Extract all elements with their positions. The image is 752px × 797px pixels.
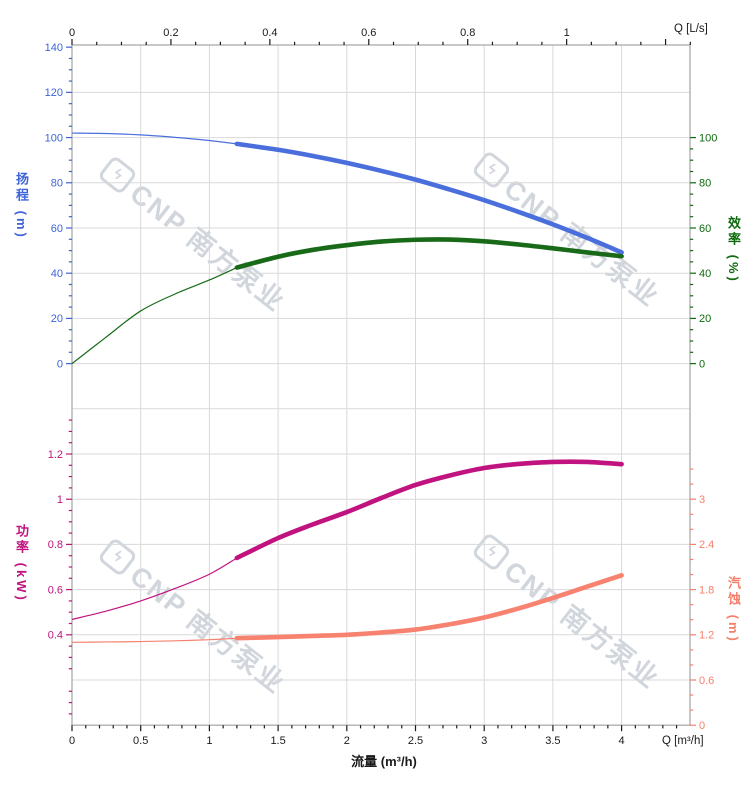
svg-text:0: 0 <box>69 27 75 39</box>
svg-text:1: 1 <box>206 735 212 747</box>
npsh-axis-title: 汽蚀 (m) <box>726 576 741 644</box>
svg-text:100: 100 <box>699 132 717 144</box>
eff-curve <box>71 237 624 365</box>
power-axis-title: 功率 (kW) <box>14 524 29 603</box>
head-axis-ticks: 0 20 40 60 80 100 120 140 <box>45 42 72 370</box>
svg-text:140: 140 <box>45 42 63 54</box>
svg-text:20: 20 <box>699 313 711 325</box>
svg-text:40: 40 <box>699 268 711 280</box>
top-axis-ticks: 0 0.2 0.4 0.6 0.8 1 <box>69 27 691 45</box>
npsh-axis-ticks: 0 0.6 1.2 1.8 2.4 3 <box>690 468 714 732</box>
svg-text:40: 40 <box>51 268 63 280</box>
svg-text:1.5: 1.5 <box>270 735 285 747</box>
efficiency-axis-title: 效率 (%) <box>726 216 741 284</box>
svg-text:0: 0 <box>57 358 63 370</box>
bottom-axis-unit-label: Q [m³/h] <box>662 735 704 747</box>
svg-text:0: 0 <box>699 720 705 732</box>
power-curve <box>71 459 624 621</box>
svg-text:1: 1 <box>564 27 570 39</box>
svg-text:0.6: 0.6 <box>699 675 714 687</box>
svg-text:3: 3 <box>481 735 487 747</box>
bottom-axis-ticks: 0 0.5 1 1.5 2 2.5 3 3.5 4 <box>69 725 678 747</box>
svg-text:1: 1 <box>57 494 63 506</box>
top-axis-unit-label: Q [L/s] <box>674 23 708 35</box>
svg-text:1.2: 1.2 <box>48 449 63 461</box>
svg-text:4: 4 <box>619 735 625 747</box>
svg-text:2: 2 <box>344 735 350 747</box>
svg-text:1.2: 1.2 <box>699 630 714 642</box>
svg-text:3: 3 <box>699 494 705 506</box>
svg-text:2.4: 2.4 <box>699 539 714 551</box>
svg-text:2.5: 2.5 <box>408 735 423 747</box>
svg-text:100: 100 <box>45 132 63 144</box>
plot-frame <box>71 44 691 726</box>
svg-text:120: 120 <box>45 87 63 99</box>
svg-text:0.4: 0.4 <box>48 630 63 642</box>
svg-text:0.8: 0.8 <box>460 27 475 39</box>
svg-text:1.8: 1.8 <box>699 584 714 596</box>
svg-text:0.2: 0.2 <box>163 27 178 39</box>
svg-text:0.4: 0.4 <box>262 27 277 39</box>
svg-text:20: 20 <box>51 313 63 325</box>
svg-text:80: 80 <box>699 178 711 190</box>
svg-text:80: 80 <box>51 178 63 190</box>
gridlines <box>72 45 690 726</box>
head-curve <box>71 132 624 255</box>
svg-text:60: 60 <box>51 223 63 235</box>
svg-text:0.8: 0.8 <box>48 539 63 551</box>
svg-text:0: 0 <box>699 358 705 370</box>
npsh-curve <box>71 572 624 643</box>
svg-text:0: 0 <box>69 735 75 747</box>
svg-text:0.5: 0.5 <box>133 735 148 747</box>
power-axis-ticks: 0.4 0.6 0.8 1 1.2 <box>48 419 72 715</box>
svg-text:60: 60 <box>699 223 711 235</box>
head-axis-title: 扬程 (m) <box>14 172 29 240</box>
svg-text:3.5: 3.5 <box>545 735 560 747</box>
x-axis-title: 流量 (m³/h) <box>351 754 417 769</box>
efficiency-axis-ticks: 0 20 40 60 80 100 <box>690 132 717 370</box>
svg-text:0.6: 0.6 <box>361 27 376 39</box>
svg-text:0.6: 0.6 <box>48 584 63 596</box>
